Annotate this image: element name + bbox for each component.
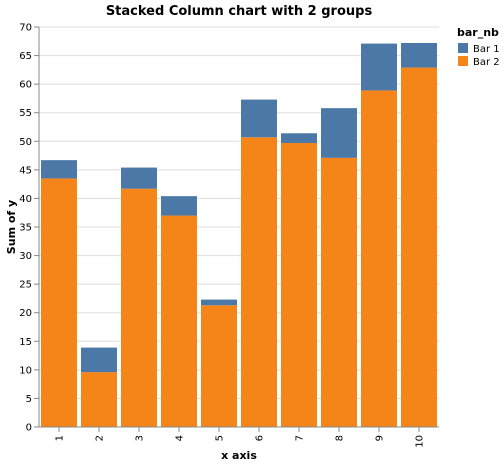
bar-bar-1-1 — [41, 160, 77, 179]
x-axis-title: x axis — [221, 449, 257, 462]
legend-swatch — [458, 43, 468, 53]
bar-bar-1-9 — [361, 43, 397, 91]
bar-bar-2-7 — [281, 143, 317, 427]
x-tick-label: 1 — [55, 435, 66, 441]
y-tick-label: 65 — [19, 51, 32, 62]
x-tick-label: 5 — [215, 435, 226, 441]
x-tick-label: 2 — [95, 435, 106, 441]
y-tick-label: 5 — [26, 394, 32, 405]
bar-bar-2-9 — [361, 90, 397, 427]
bar-bar-1-2 — [81, 347, 117, 373]
x-tick-label: 9 — [375, 435, 386, 441]
y-tick-label: 30 — [19, 251, 32, 262]
chart-title: Stacked Column chart with 2 groups — [106, 4, 373, 19]
y-tick-label: 10 — [19, 365, 32, 376]
bar-bar-2-5 — [201, 305, 237, 427]
bar-bar-2-10 — [401, 67, 437, 428]
x-tick-label: 6 — [255, 435, 266, 441]
y-tick-label: 20 — [19, 308, 32, 319]
bar-bar-2-6 — [241, 137, 277, 428]
y-tick-label: 25 — [19, 280, 32, 291]
bars — [41, 43, 437, 428]
bar-bar-1-6 — [241, 99, 277, 138]
bar-bar-1-3 — [121, 167, 157, 189]
legend-swatch — [458, 56, 468, 66]
y-tick-label: 40 — [19, 194, 32, 205]
legend-label: Bar 1 — [473, 44, 500, 55]
y-tick-label: 0 — [26, 423, 32, 434]
bar-bar-2-4 — [161, 215, 197, 427]
bar-bar-2-2 — [81, 372, 117, 427]
y-tick-label: 50 — [19, 137, 32, 148]
x-tick-label: 3 — [135, 435, 146, 441]
bar-bar-2-1 — [41, 178, 77, 427]
y-tick-label: 55 — [19, 108, 32, 119]
bar-bar-1-7 — [281, 133, 317, 143]
bar-bar-2-8 — [321, 157, 357, 427]
bar-bar-1-8 — [321, 108, 357, 158]
bar-bar-1-4 — [161, 196, 197, 216]
y-tick-label: 60 — [19, 80, 32, 91]
x-tick-label: 4 — [175, 435, 186, 441]
y-tick-label: 35 — [19, 223, 32, 234]
legend: bar_nb Bar 1 Bar 2 — [457, 26, 500, 68]
legend-title: bar_nb — [457, 26, 499, 39]
x-tick-label: 7 — [295, 435, 306, 441]
bar-bar-1-10 — [401, 43, 437, 68]
y-tick-label: 70 — [19, 23, 32, 34]
bar-bar-1-5 — [201, 299, 237, 306]
legend-label: Bar 2 — [473, 57, 500, 68]
bar-bar-2-3 — [121, 188, 157, 427]
x-tick-label: 10 — [415, 435, 426, 448]
y-axis-title: Sum of y — [5, 200, 18, 254]
x-tick-label: 8 — [335, 435, 346, 441]
y-tick-label: 45 — [19, 165, 32, 176]
y-tick-label: 15 — [19, 337, 32, 348]
